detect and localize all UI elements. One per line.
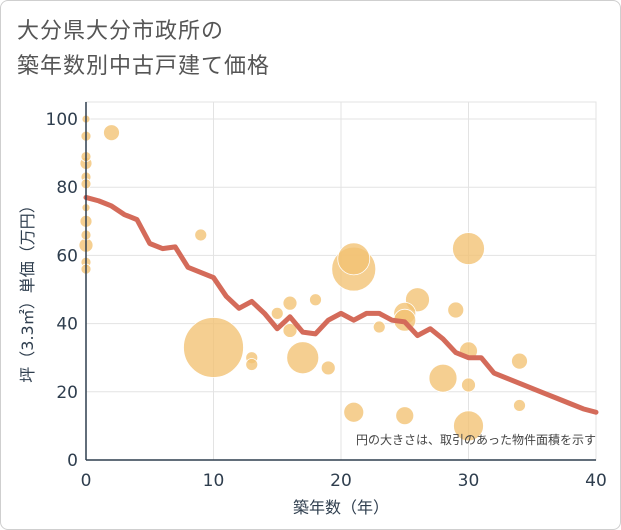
data-point: [461, 377, 476, 393]
size-legend-note: 円の大きさは、取引のあった物件面積を示す: [356, 432, 596, 447]
y-tick-label: 60: [56, 246, 78, 266]
data-point: [282, 295, 298, 311]
data-point: [513, 399, 526, 412]
data-point: [372, 320, 386, 334]
y-tick-label: 0: [67, 451, 78, 471]
x-tick-label: 0: [81, 471, 92, 491]
chart-title: 大分県大分市政所の 築年数別中古戸建て価格: [17, 14, 270, 84]
data-point: [245, 358, 259, 371]
data-point: [452, 232, 485, 266]
data-point: [337, 242, 371, 276]
data-point: [428, 363, 458, 393]
data-point: [511, 352, 528, 370]
data-point: [320, 360, 336, 376]
data-point: [447, 301, 465, 319]
x-tick-label: 10: [203, 471, 225, 491]
trend-line: [83, 194, 599, 415]
y-tick-label: 20: [56, 383, 78, 403]
data-point: [103, 124, 120, 142]
data-point: [286, 341, 320, 375]
y-tick-label: 40: [56, 315, 78, 335]
x-tick-label: 30: [458, 471, 480, 491]
y-axis-label: 坪（3.3㎡）単価（万円）: [18, 197, 37, 382]
data-point: [282, 323, 298, 338]
title-line-1: 大分県大分市政所の: [17, 19, 225, 44]
y-tick-label: 100: [46, 110, 78, 130]
data-point: [270, 306, 284, 320]
title-line-2: 築年数別中古戸建て価格: [17, 54, 271, 79]
data-point: [194, 228, 208, 242]
y-tick-label: 80: [56, 178, 78, 198]
data-point: [343, 401, 365, 423]
data-point: [395, 406, 415, 426]
x-tick-label: 20: [330, 471, 352, 491]
data-point: [309, 293, 322, 307]
x-axis-label: 築年数（年）: [293, 498, 389, 517]
data-point: [183, 317, 244, 378]
x-tick-label: 40: [585, 471, 607, 491]
axes: 0 20 40 60 80 100 0 10 20 30 40: [46, 102, 607, 491]
data-point: [453, 410, 484, 442]
